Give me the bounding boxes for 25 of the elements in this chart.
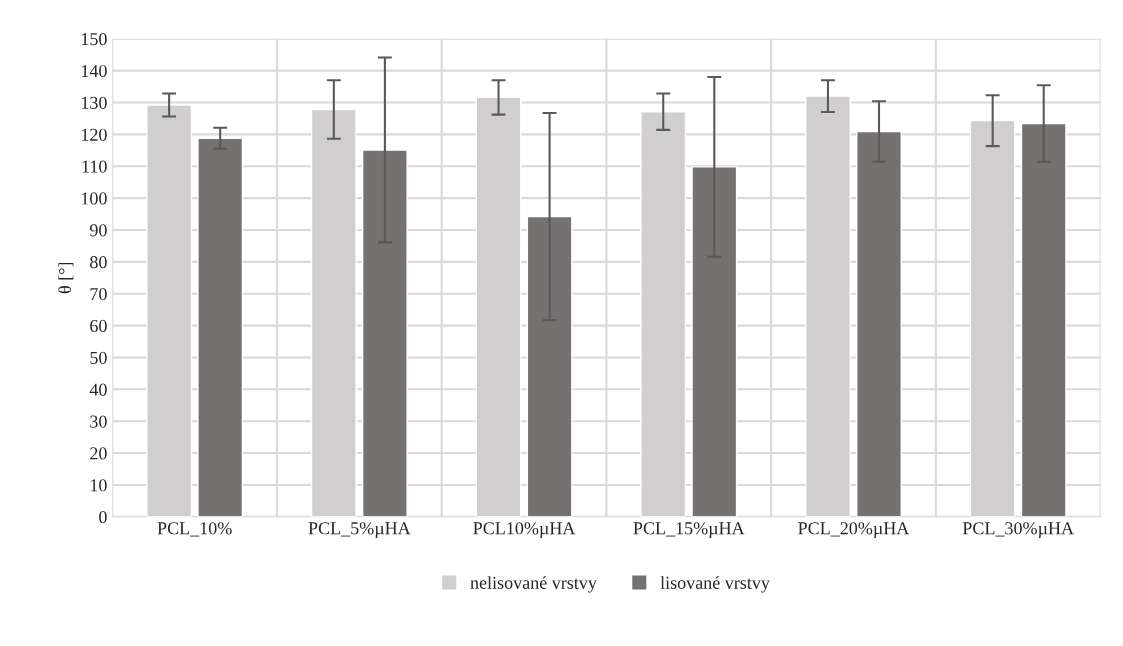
y-axis-title: θ [°] [58,262,74,294]
y-tick-label: 130 [81,96,107,109]
legend-label: lisované vrstvy [660,576,770,593]
y-tick-label: 90 [89,224,107,237]
y-tick-label: 80 [90,256,107,269]
x-tick-label: PCL10%µHA [473,522,576,539]
y-tick-label: 40 [89,383,107,396]
y-tick-label: 10 [90,479,107,492]
x-tick-label: PCL_30%µHA [962,522,1074,539]
y-tick-label: 20 [90,447,107,460]
x-tick-label: PCL_15%µHA [633,522,745,539]
y-tick-label: 110 [82,160,107,173]
y-tick-label: 100 [81,192,107,205]
y-tick-label: 140 [81,64,107,78]
y-tick-label: 50 [90,351,107,364]
x-tick-label: PCL_5%µHA [308,522,411,539]
y-tick-label: 150 [81,33,107,46]
x-tick-label: PCL_10% [157,522,232,537]
y-tick-label: 70 [90,287,107,301]
y-tick-label: 30 [90,415,107,428]
y-tick-label: 120 [81,128,107,141]
y-tick-label: 0 [99,511,107,524]
y-tick-label: 60 [90,319,107,333]
legend-label: nelisované vrstvy [470,576,597,593]
x-tick-label: PCL_20%µHA [798,522,910,539]
